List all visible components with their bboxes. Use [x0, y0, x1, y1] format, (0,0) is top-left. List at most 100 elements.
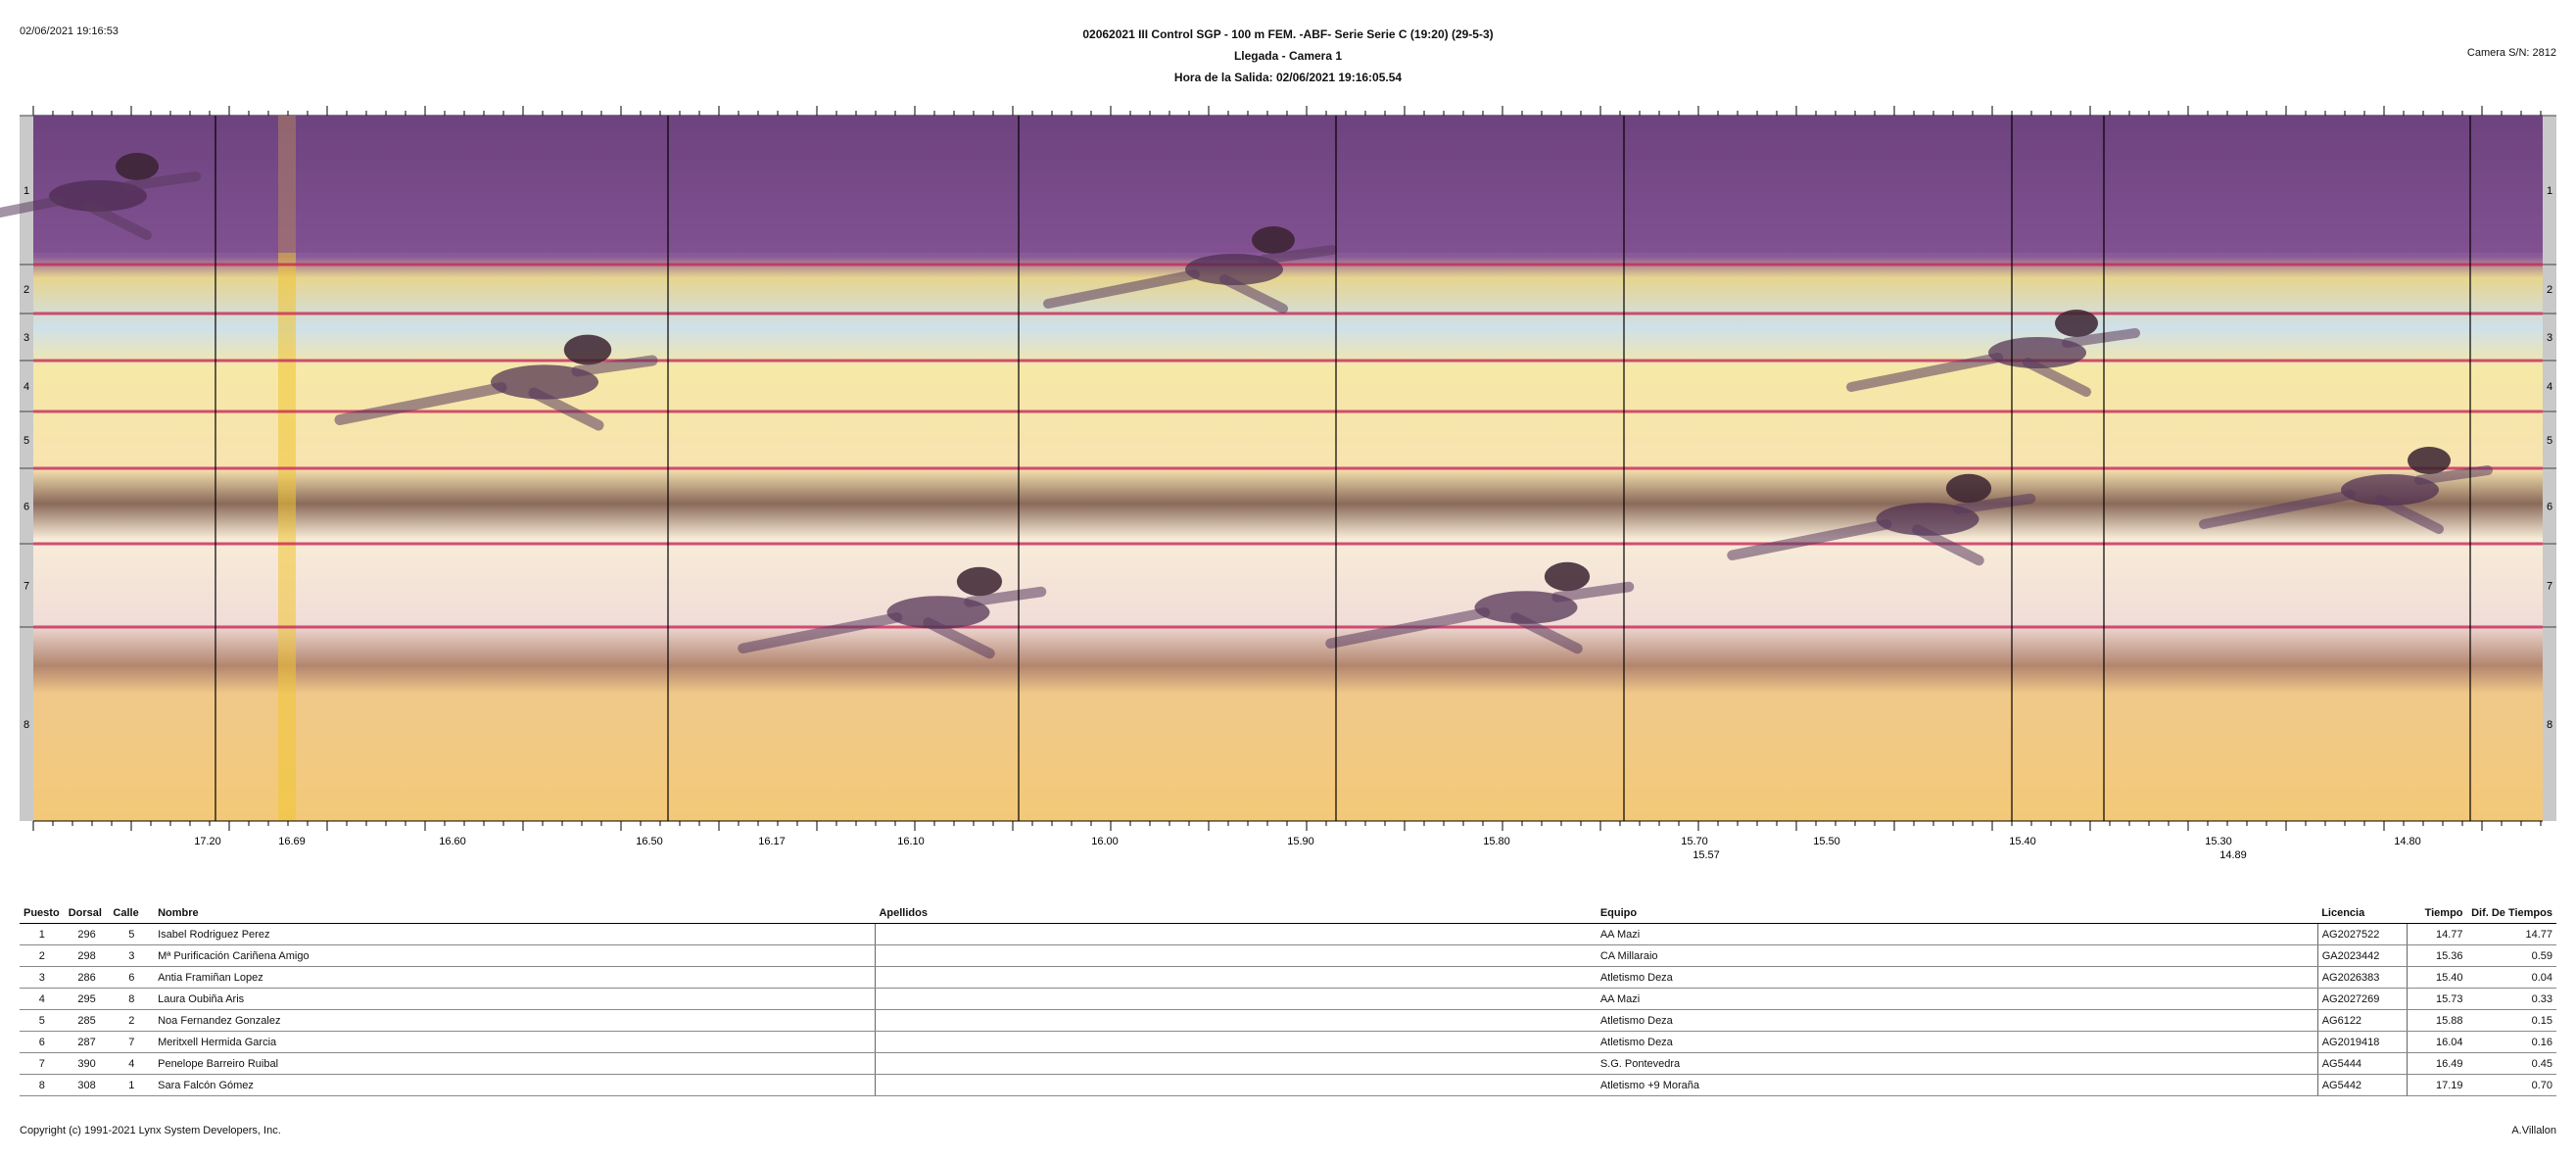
table-cell: 0.70: [2466, 1074, 2556, 1096]
lane-label: 6: [24, 502, 29, 513]
time-scale-label: 16.00: [1091, 836, 1119, 847]
table-cell: 1: [20, 923, 65, 945]
column-header: Dif. De Tiempos: [2466, 903, 2556, 924]
table-cell: AG5444: [2316, 1052, 2408, 1075]
table-cell: [874, 1009, 1597, 1032]
table-cell: 390: [64, 1052, 110, 1075]
table-cell: 0.04: [2466, 966, 2556, 989]
table-cell: 0.15: [2466, 1009, 2556, 1032]
table-cell: 1: [109, 1074, 155, 1096]
table-cell: 0.45: [2466, 1052, 2556, 1075]
table-row[interactable]: 4 295 8 Laura Oubiña Aris AA Mazi AG2027269 15…: [20, 988, 2556, 1010]
top-time-scale: [32, 106, 2543, 117]
table-cell: Meritxell Hermida Garcia: [154, 1031, 876, 1053]
table-row[interactable]: 2 298 3 Mª Purificación Cariñena Amigo CA Mi…: [20, 944, 2556, 967]
table-cell: 15.73: [2407, 988, 2467, 1010]
table-cell: 17.19: [2407, 1074, 2467, 1096]
athlete-silhouette: [1727, 473, 2036, 566]
lane-label: 4: [24, 381, 29, 393]
table-cell: Sara Falcón Gómez: [154, 1074, 876, 1096]
table-row[interactable]: 5 285 2 Noa Fernandez Gonzalez Atletismo Dez…: [20, 1009, 2556, 1032]
table-cell: 15.88: [2407, 1009, 2467, 1032]
table-cell: AG6122: [2316, 1009, 2408, 1032]
time-scale-label: 16.17: [758, 836, 786, 847]
table-cell: [874, 966, 1597, 989]
lane-label: 3: [24, 332, 29, 344]
time-scale-label: 15.50: [1813, 836, 1840, 847]
table-cell: AG2027269: [2316, 988, 2408, 1010]
event-title: 02062021 III Control SGP - 100 m FEM. -A…: [1082, 27, 1494, 41]
table-cell: Antia Framiñan Lopez: [154, 966, 876, 989]
table-cell: 3: [20, 966, 65, 989]
table-cell: [874, 1074, 1597, 1096]
table-cell: 286: [64, 966, 110, 989]
table-cell: AA Mazi: [1596, 923, 2318, 945]
time-scale-label: 15.90: [1287, 836, 1314, 847]
table-cell: [874, 944, 1597, 967]
table-cell: 7: [109, 1031, 155, 1053]
table-row[interactable]: 8 308 1 Sara Falcón Gómez Atletismo +9 Morañ…: [20, 1074, 2556, 1096]
photo-finish-image[interactable]: 1 1 2 2 3 3 4 4 5 5 6 6 7 7 8 8 17.20 16.69 16.60 16.50 16.…: [0, 98, 2576, 882]
lane-label: 8: [24, 719, 29, 731]
table-cell: 8: [20, 1074, 65, 1096]
table-cell: 4: [109, 1052, 155, 1075]
table-cell: 308: [64, 1074, 110, 1096]
column-header: Calle: [109, 903, 155, 924]
table-cell: 298: [64, 944, 110, 967]
athlete-silhouette: [334, 334, 658, 431]
table-cell: AA Mazi: [1596, 988, 2318, 1010]
table-row[interactable]: 6 287 7 Meritxell Hermida Garcia Atletismo D…: [20, 1031, 2556, 1053]
athlete-silhouette: [738, 566, 1047, 659]
table-cell: AG5442: [2316, 1074, 2408, 1096]
column-header: Nombre: [154, 903, 876, 924]
table-cell: 3: [109, 944, 155, 967]
athlete-silhouette: [1846, 310, 2140, 397]
column-header: Licencia: [2317, 903, 2408, 924]
table-cell: [874, 1052, 1597, 1075]
athlete-silhouette: [1043, 226, 1337, 314]
time-scale-label: 17.20: [194, 836, 221, 847]
lane-label: 8: [2547, 719, 2552, 731]
table-cell: 296: [64, 923, 110, 945]
table-cell: 2: [20, 944, 65, 967]
table-cell: Laura Oubiña Aris: [154, 988, 876, 1010]
column-header: Equipo: [1596, 903, 2318, 924]
camera-subtitle: Llegada - Camera 1: [1233, 49, 1343, 63]
table-row[interactable]: 3 286 6 Antia Framiñan Lopez Atletismo Deza A…: [20, 966, 2556, 989]
table-cell: Isabel Rodriguez Perez: [154, 923, 876, 945]
start-time: Hora de la Salida: 02/06/2021 19:16:05.5…: [1173, 71, 1403, 84]
table-cell: 6: [109, 966, 155, 989]
table-cell: 15.36: [2407, 944, 2467, 967]
table-cell: 5: [109, 923, 155, 945]
time-scale-label: 15.70: [1681, 836, 1708, 847]
time-scale-label: 15.30: [2205, 836, 2232, 847]
table-cell: AG2026383: [2316, 966, 2408, 989]
time-scale-label: 15.57: [1693, 849, 1720, 861]
column-header: Puesto: [20, 903, 65, 924]
time-scale-label: 16.60: [439, 836, 466, 847]
table-cell: 14.77: [2407, 923, 2467, 945]
column-header: Apellidos: [875, 903, 1597, 924]
report-header: 02062021 III Control SGP - 100 m FEM. -A…: [0, 24, 2576, 88]
time-scale-label: 16.69: [278, 836, 306, 847]
table-row[interactable]: 1 296 5 Isabel Rodriguez Perez AA Mazi AG2027…: [20, 923, 2556, 945]
athlete-silhouette: [0, 153, 201, 240]
lane-label: 2: [24, 284, 29, 296]
copyright-text: Copyright (c) 1991-2021 Lynx System Deve…: [20, 1125, 281, 1136]
table-cell: 2: [109, 1009, 155, 1032]
table-cell: 0.59: [2466, 944, 2556, 967]
athlete-silhouette: [1325, 561, 1635, 654]
time-scale-label: 14.89: [2219, 849, 2247, 861]
lane-label: 5: [2547, 435, 2552, 447]
table-cell: 0.16: [2466, 1031, 2556, 1053]
time-scale-label: 16.10: [897, 836, 925, 847]
table-cell: S.G. Pontevedra: [1596, 1052, 2318, 1075]
table-row[interactable]: 7 390 4 Penelope Barreiro Ruibal S.G. Pontev…: [20, 1052, 2556, 1075]
table-cell: CA Millaraio: [1596, 944, 2318, 967]
table-header-row: Puesto Dorsal Calle Nombre Apellidos Equipo Li…: [20, 903, 2556, 924]
table-cell: 8: [109, 988, 155, 1010]
table-cell: Atletismo +9 Moraña: [1596, 1074, 2318, 1096]
table-cell: Atletismo Deza: [1596, 1031, 2318, 1053]
lane-label: 7: [24, 581, 29, 593]
time-scale-label: 15.40: [2009, 836, 2036, 847]
